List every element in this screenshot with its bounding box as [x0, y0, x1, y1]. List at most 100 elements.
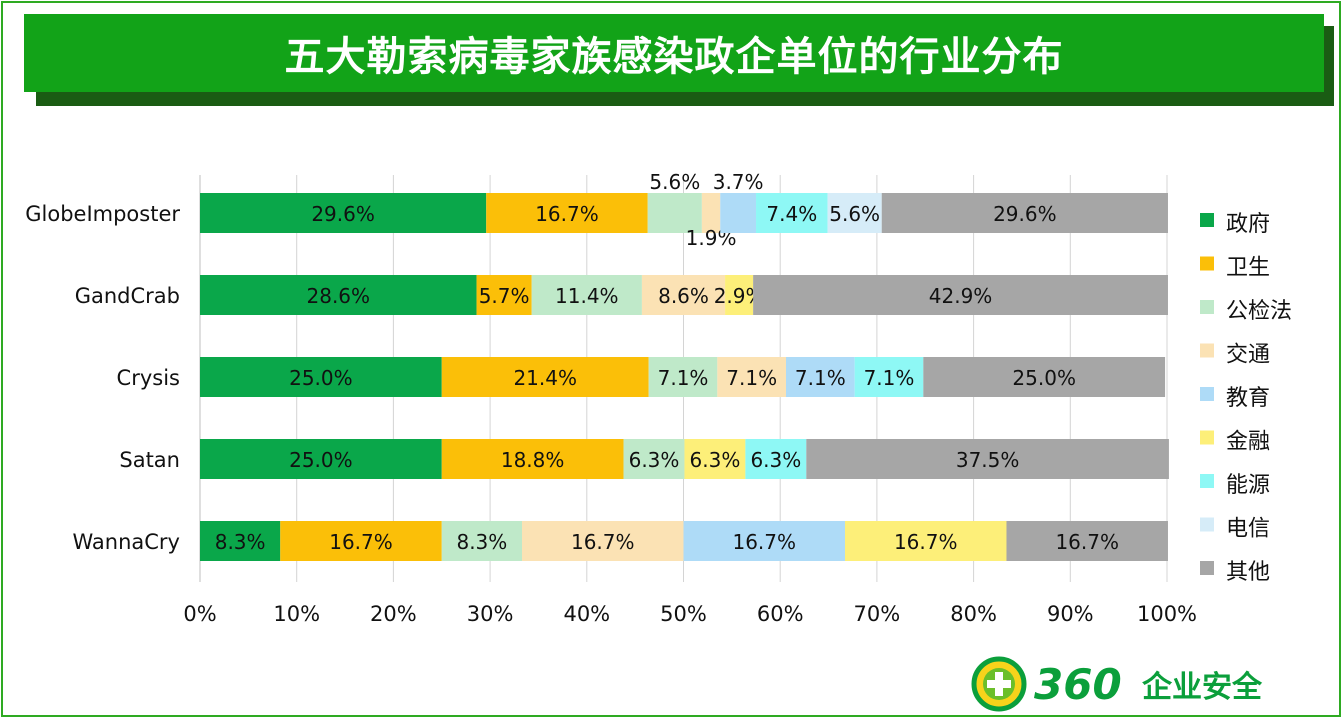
legend-label: 卫生 [1226, 256, 1270, 281]
legend-label: 电信 [1226, 517, 1270, 542]
bar-segment [441, 439, 624, 479]
data-label: 16.7% [894, 530, 958, 554]
bar-segment [701, 193, 721, 233]
bar-segment [756, 193, 828, 233]
y-category-label: WannaCry [72, 530, 180, 554]
data-label: 29.6% [311, 202, 375, 226]
data-label: 16.7% [1055, 530, 1119, 554]
bar-segment [827, 193, 882, 233]
bar-segment [522, 521, 684, 561]
bar-segment [720, 193, 757, 233]
data-label: 16.7% [329, 530, 393, 554]
bar-segment [200, 193, 487, 233]
data-label: 28.6% [307, 284, 371, 308]
data-label: 16.7% [535, 202, 599, 226]
legend-swatch [1200, 517, 1214, 532]
data-label: 6.3% [690, 448, 741, 472]
title-banner: 五大勒索病毒家族感染政企单位的行业分布 [24, 14, 1324, 92]
bar-segment [200, 357, 442, 397]
bar-segment [1006, 521, 1168, 561]
legend-swatch [1200, 343, 1214, 358]
x-tick-label: 90% [1047, 602, 1094, 626]
data-label: 8.3% [456, 530, 507, 554]
bar-segment [200, 275, 477, 315]
bar-segment [200, 521, 281, 561]
bar-segment [623, 439, 685, 479]
x-tick-label: 0% [183, 602, 216, 626]
data-label: 18.8% [501, 448, 565, 472]
data-label: 7.4% [766, 202, 817, 226]
data-label: 5.6% [649, 170, 700, 194]
bar-segment [745, 439, 807, 479]
data-label: 16.7% [732, 530, 796, 554]
x-tick-label: 100% [1137, 602, 1197, 626]
y-category-label: GandCrab [75, 284, 180, 308]
logo-number: 360 [1034, 660, 1122, 709]
bar-segment [683, 521, 845, 561]
x-tick-label: 50% [660, 602, 707, 626]
legend-swatch [1200, 300, 1214, 314]
bar-segment [717, 357, 787, 397]
data-label: 8.3% [215, 530, 266, 554]
bar-segment [280, 521, 442, 561]
legend-label: 其他 [1226, 560, 1270, 585]
chart-title: 五大勒索病毒家族感染政企单位的行业分布 [284, 34, 1064, 80]
data-label: 25.0% [289, 366, 353, 390]
bar-segment [647, 193, 702, 233]
data-label: 16.7% [571, 530, 635, 554]
data-label: 25.0% [1012, 366, 1076, 390]
y-category-label: GlobeImposter [25, 202, 180, 226]
data-label: 8.6% [658, 284, 709, 308]
data-label: 7.1% [795, 366, 846, 390]
bar-segment [441, 521, 523, 561]
y-category-label: Satan [119, 448, 180, 472]
x-tick-label: 80% [950, 602, 997, 626]
bar-segment [641, 275, 726, 315]
data-label: 21.4% [513, 366, 577, 390]
legend-label: 教育 [1226, 386, 1270, 411]
bar-segment [854, 357, 924, 397]
legend-swatch [1200, 430, 1214, 445]
bar-segment [476, 275, 532, 315]
data-label: 3.7% [713, 170, 764, 194]
data-label: 29.6% [993, 202, 1057, 226]
360-enterprise-security-logo: 360 企业安全 [971, 656, 1263, 712]
data-label: 6.3% [750, 448, 801, 472]
data-label: 42.9% [929, 284, 993, 308]
legend-label: 金融 [1226, 430, 1270, 455]
legend-swatch [1200, 474, 1214, 488]
logo-icon [971, 656, 1027, 712]
x-tick-label: 20% [370, 602, 417, 626]
bar-segment [648, 357, 718, 397]
data-label: 7.1% [726, 366, 777, 390]
x-tick-label: 70% [854, 602, 901, 626]
bar-segment [923, 357, 1166, 397]
bar-segment [844, 521, 1007, 561]
data-label: 6.3% [629, 448, 680, 472]
bar-segment [881, 193, 1168, 233]
bar-segment [486, 193, 648, 233]
x-tick-label: 60% [757, 602, 804, 626]
data-label: 25.0% [289, 448, 353, 472]
bar-segment [806, 439, 1169, 479]
bar-segment [753, 275, 1168, 315]
bar-segment [684, 439, 746, 479]
legend-label: 公检法 [1226, 299, 1292, 324]
legend-label: 交通 [1226, 343, 1270, 368]
data-label: 11.4% [555, 284, 619, 308]
legend-swatch [1200, 387, 1214, 401]
bar-segment [200, 439, 442, 479]
x-tick-label: 40% [563, 602, 610, 626]
legend-label: 能源 [1226, 473, 1270, 498]
legend-label: 政府 [1226, 212, 1270, 237]
x-tick-label: 10% [273, 602, 320, 626]
legend-swatch [1200, 561, 1214, 575]
data-label: 7.1% [864, 366, 915, 390]
bar-segment [786, 357, 855, 397]
data-label: 5.6% [829, 202, 880, 226]
bar-segment [725, 275, 754, 315]
legend-swatch [1200, 256, 1214, 271]
y-category-label: Crysis [117, 366, 180, 390]
